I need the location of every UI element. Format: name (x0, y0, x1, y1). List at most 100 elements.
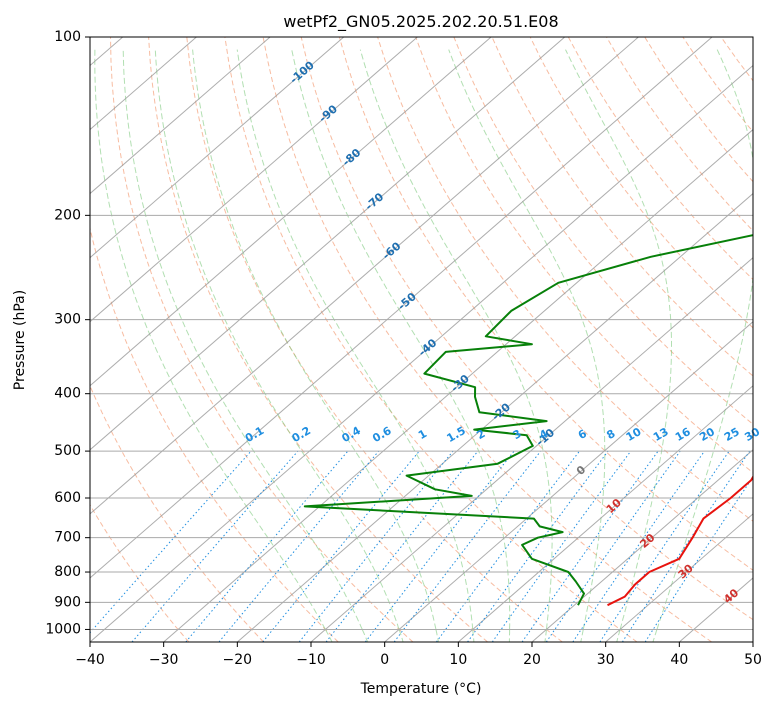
dry-adiabat (90, 384, 264, 642)
mixing-ratio-line (185, 450, 349, 642)
y-tick-label: 400 (54, 386, 81, 402)
dry-adiabat (338, 37, 753, 571)
moist-adiabat (652, 629, 658, 642)
isotherm-line (458, 385, 753, 642)
moist-adiabat (580, 629, 584, 642)
isotherm-line (90, 37, 197, 131)
x-tick-label: 20 (523, 652, 541, 668)
dry-adiabat (300, 37, 753, 621)
moist-adiabat (472, 629, 475, 642)
moist-adiabat (154, 49, 400, 630)
dry-adiabat (377, 37, 753, 522)
profile-series (303, 234, 753, 607)
mixing-ratio-line (218, 450, 380, 642)
dry-adiabat (415, 37, 753, 474)
mixing-ratio-label: 2 (474, 427, 487, 442)
x-tick-label: −10 (296, 652, 326, 668)
mixing-ratio-line (262, 450, 420, 642)
dry-adiabat (453, 37, 753, 425)
y-axis-label: Pressure (hPa) (12, 290, 28, 390)
mixing-ratio-label: 0.2 (290, 424, 313, 445)
isotherm-line (90, 37, 418, 323)
mixing-ratio-line (572, 450, 705, 642)
temperature-line (607, 474, 753, 607)
mixing-ratio-line (467, 450, 609, 642)
moist-adiabat (324, 629, 333, 642)
isotherm-line (310, 256, 753, 642)
dry-adiabat (567, 37, 753, 281)
mixing-ratio-line (545, 450, 681, 642)
x-tick-label: 30 (597, 652, 615, 668)
dry-adiabat (759, 37, 775, 642)
moist-adiabat (616, 629, 621, 642)
dry-adiabat (720, 37, 753, 82)
mixing-ratio-line (435, 450, 580, 642)
mixing-ratio-label: 10 (624, 425, 644, 444)
mixing-ratio-line (599, 450, 730, 642)
moist-adiabat (94, 49, 326, 630)
moist-adiabat (192, 49, 437, 630)
mixing-ratio-line (521, 450, 659, 642)
isotherm-line (90, 37, 566, 451)
dry-adiabat (186, 37, 563, 642)
mixing-ratio-label: 25 (722, 425, 742, 444)
y-axis-ticks: 100 200 300 400 500 600 700 800 900 1000 (45, 29, 90, 637)
mixing-ratio-label: 1.5 (445, 424, 468, 445)
dewpoint-line (303, 234, 753, 606)
mixing-ratio-label: 8 (604, 427, 617, 442)
mixing-ratio-label: 20 (697, 425, 717, 444)
mixing-ratio-line (90, 450, 252, 634)
mixing-ratio-label: 30 (742, 425, 762, 444)
x-axis-label: Temperature (°C) (360, 681, 482, 697)
mixing-ratio-label: 0.6 (370, 424, 394, 445)
mixing-ratio-line (325, 450, 479, 642)
y-tick-label: 500 (54, 443, 81, 459)
mixing-ratio-label: 16 (673, 425, 693, 444)
x-tick-label: −20 (223, 652, 253, 668)
y-tick-label: 600 (54, 490, 81, 506)
y-tick-label: 200 (54, 207, 81, 223)
isotherm-line (90, 37, 345, 259)
isobar-grid (90, 37, 753, 630)
moist-adiabat (236, 49, 474, 630)
moist-adiabat (291, 49, 511, 630)
isotherm-line (605, 513, 753, 642)
dry-adiabat (148, 37, 488, 642)
dry-adiabat (682, 37, 753, 133)
isotherm-line (90, 37, 639, 515)
y-tick-label: 900 (54, 594, 81, 610)
x-tick-label: 50 (744, 652, 762, 668)
dry-adiabat (110, 37, 414, 642)
x-tick-label: −40 (75, 652, 105, 668)
isotherm-line (752, 641, 753, 642)
y-tick-label: 100 (54, 29, 81, 45)
mixing-ratio-line (393, 450, 542, 642)
isotherm-label: -100 (287, 58, 317, 86)
y-tick-label: 1000 (45, 621, 81, 637)
mixing-ratio-label: 0.4 (340, 424, 364, 445)
dry-adiabat (90, 503, 190, 642)
mixing-ratio-line (644, 476, 753, 642)
chart-title: wetPf2_GN05.2025.202.20.51.E08 (283, 12, 558, 32)
isotherm-line (384, 321, 753, 642)
background-line-labels: -100-90-80-70-60-50-40-30-20-10010203040… (243, 58, 763, 606)
moist-adiabat (435, 629, 439, 642)
moist-adiabat (361, 629, 369, 642)
moist-adiabat (359, 49, 553, 630)
x-tick-label: −30 (149, 652, 179, 668)
moist-adiabat (122, 49, 363, 630)
isotherm-line (237, 192, 753, 642)
moist-adiabat (544, 629, 547, 642)
y-tick-label: 700 (54, 530, 81, 546)
y-tick-label: 800 (54, 564, 81, 580)
plot-frame (89, 36, 754, 643)
x-tick-label: 40 (670, 652, 688, 668)
mixing-ratio-line (298, 450, 454, 642)
isotherm-line (531, 449, 753, 642)
isotherm-line (163, 128, 753, 642)
moist-adiabat (398, 629, 404, 642)
mixing-ratio-label: 1 (416, 427, 429, 442)
mixing-ratio-line (621, 450, 751, 642)
y-tick-label: 300 (54, 312, 81, 328)
